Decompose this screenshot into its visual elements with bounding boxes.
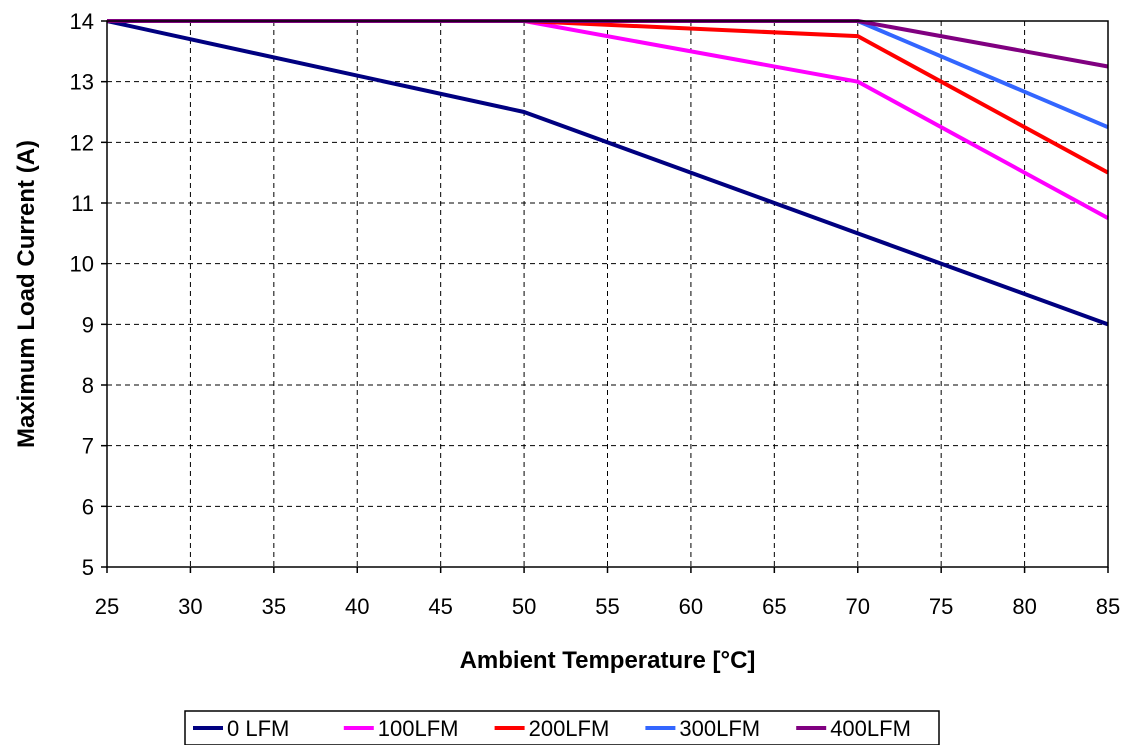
y-axis-ticks: 5 6 7 8 9 10 11 12 13 14 — [70, 9, 107, 580]
x-tick-label: 30 — [178, 594, 202, 619]
x-tick-label: 60 — [679, 594, 703, 619]
y-tick-label: 14 — [70, 9, 94, 34]
legend-label: 200LFM — [529, 716, 610, 741]
y-axis-title: Maximum Load Current (A) — [13, 140, 40, 448]
x-tick-label: 65 — [762, 594, 786, 619]
y-tick-label: 8 — [82, 373, 94, 398]
x-tick-label: 40 — [345, 594, 369, 619]
legend-label: 300LFM — [679, 716, 760, 741]
legend-label: 0 LFM — [227, 716, 289, 741]
x-tick-label: 55 — [595, 594, 619, 619]
legend-label: 400LFM — [830, 716, 911, 741]
y-tick-label: 6 — [82, 494, 94, 519]
y-tick-label: 11 — [71, 191, 94, 216]
y-tick-label: 9 — [82, 312, 94, 337]
y-tick-label: 10 — [70, 252, 94, 277]
legend: 0 LFM 100LFM 200LFM 300LFM 400LFM — [184, 710, 940, 745]
series-line — [106, 19, 1109, 327]
legend-label: 100LFM — [378, 716, 459, 741]
x-tick-label: 25 — [95, 594, 119, 619]
y-tick-label: 13 — [70, 70, 94, 95]
x-tick-label: 80 — [1012, 594, 1036, 619]
x-tick-label: 75 — [929, 594, 953, 619]
x-axis-title: Ambient Temperature [°C] — [460, 647, 756, 674]
x-tick-label: 50 — [512, 594, 536, 619]
x-tick-label: 35 — [262, 594, 286, 619]
y-tick-label: 7 — [82, 434, 94, 459]
grid — [107, 21, 1108, 567]
x-axis-ticks: 25 30 35 40 45 50 55 60 65 70 75 80 85 — [95, 567, 1120, 619]
x-tick-label: 45 — [428, 594, 452, 619]
y-tick-label: 12 — [70, 130, 94, 155]
x-tick-label: 70 — [846, 594, 870, 619]
y-tick-label: 5 — [82, 555, 94, 580]
x-tick-label: 85 — [1096, 594, 1120, 619]
